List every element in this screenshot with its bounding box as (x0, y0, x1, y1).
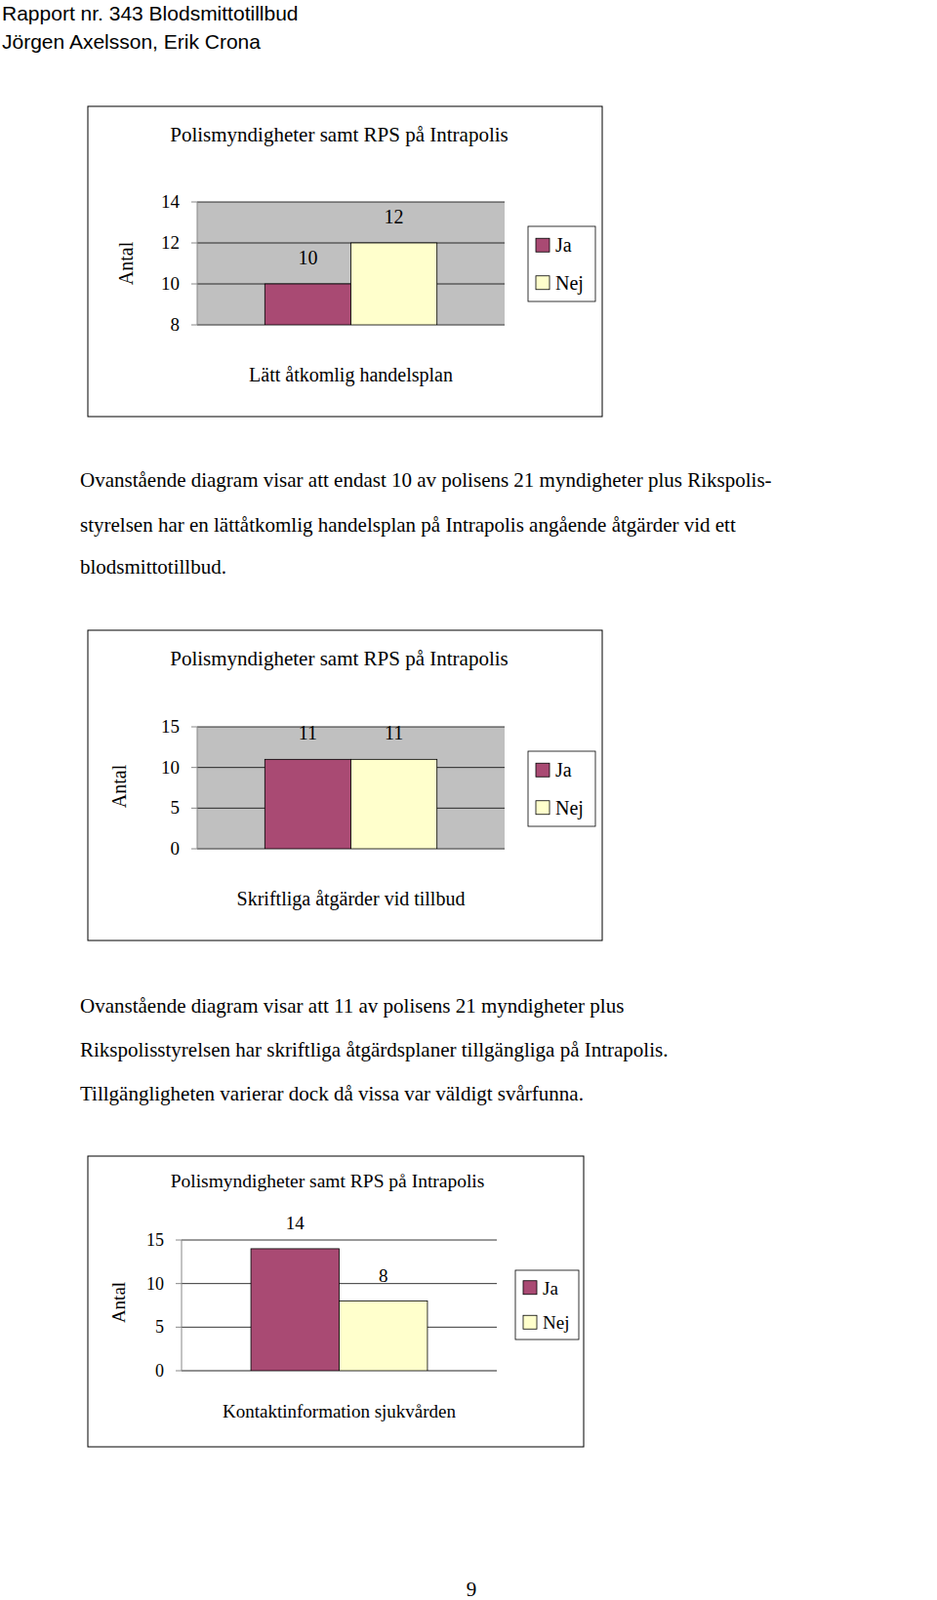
y-axis (197, 727, 199, 850)
tick-mark (191, 243, 198, 245)
axis-label: Antal (108, 1282, 129, 1324)
legend-swatch (535, 276, 550, 290)
legend-swatch (523, 1281, 537, 1296)
legend-label: Nej (542, 1312, 570, 1334)
chart-title: Polismyndigheter samt RPS på Intrapolis (169, 122, 509, 147)
tick-label: 15 (161, 716, 180, 737)
tick-mark (191, 325, 198, 326)
tick-label: 0 (170, 838, 181, 859)
bars (264, 759, 437, 850)
tick-mark (191, 849, 198, 851)
tick-mark (191, 808, 198, 810)
y-axis (181, 1240, 183, 1372)
data-label: 14 (285, 1213, 306, 1234)
bar (339, 1302, 428, 1372)
legend: Ja Nej (528, 226, 596, 302)
category-label: Lätt åtkomlig handelsplan (248, 364, 453, 387)
legend-swatch (523, 1315, 537, 1330)
header-line: Jörgen Axelsson, Erik Crona (1, 30, 261, 53)
page: Rapport nr. 343 Blodsmittotillbud Jörgen … (0, 0, 937, 1600)
legend-swatch (535, 238, 550, 252)
tick-label: 5 (170, 797, 181, 818)
chart-frame (87, 1156, 584, 1448)
legend-label: Ja (542, 1278, 559, 1300)
paragraph-line: styrelsen har en lättåtkomlig handelspla… (80, 513, 736, 537)
bar (250, 1249, 339, 1372)
paragraph-line: Rikspolisstyrelsen har skriftliga åtgärd… (80, 1038, 668, 1062)
bars (250, 1249, 428, 1372)
paragraph-line: Ovanstående diagram visar att endast 10 … (80, 468, 773, 492)
legend-frame (515, 1270, 579, 1341)
data-label: 8 (378, 1265, 389, 1287)
legend-frame (528, 226, 596, 302)
bars (264, 243, 437, 326)
plot-area (181, 1240, 497, 1372)
bar (264, 759, 351, 850)
tick-label: 15 (146, 1230, 164, 1251)
legend: Ja Nej (528, 751, 596, 827)
tick-label: 10 (161, 273, 180, 294)
legend-label: Nej (555, 272, 584, 295)
chart-frame (87, 106, 603, 417)
tick-mark (191, 727, 198, 729)
bar (264, 284, 351, 326)
legend-label: Nej (555, 797, 584, 820)
data-label: 12 (384, 205, 405, 228)
chart-title: Polismyndigheter samt RPS på Intrapolis (170, 1171, 486, 1192)
tick-label: 8 (170, 314, 181, 335)
tick-mark (175, 1371, 182, 1373)
tick-mark (175, 1283, 182, 1285)
legend-swatch (535, 763, 550, 777)
chart: Polismyndigheter samt RPS på Intrapolis 0… (87, 630, 603, 941)
tick-label: 10 (146, 1274, 164, 1295)
tick-label: 5 (155, 1317, 164, 1338)
paragraph-line: Tillgängligheten varierar dock då vissa … (80, 1082, 584, 1106)
bar (351, 243, 438, 326)
tick-label: 14 (161, 191, 181, 212)
grid-line (181, 1240, 497, 1242)
plot-area (197, 202, 505, 326)
tick-label: 12 (161, 232, 180, 253)
axis-label: Antal (108, 764, 130, 809)
legend-label: Ja (555, 234, 572, 256)
bar (351, 759, 438, 850)
legend-swatch (535, 801, 550, 815)
category-label: Skriftliga åtgärder vid tillbud (237, 888, 466, 911)
tick-mark (191, 202, 198, 204)
tick-mark (191, 284, 198, 286)
legend-frame (528, 751, 596, 827)
tick-mark (175, 1327, 182, 1329)
header-line: Rapport nr. 343 Blodsmittotillbud (1, 1, 299, 25)
tick-label: 0 (155, 1361, 164, 1382)
data-label: 11 (298, 722, 318, 744)
tick-label: 10 (161, 757, 180, 778)
page-canvas: Rapport nr. 343 Blodsmittotillbud Jörgen … (0, 0, 937, 1600)
paragraph-line: Ovanstående diagram visar att 11 av poli… (80, 994, 624, 1019)
plot-area (197, 727, 505, 850)
data-label: 11 (384, 722, 404, 744)
grid-line (197, 202, 505, 204)
axis-label: Antal (115, 241, 137, 286)
chart-title: Polismyndigheter samt RPS på Intrapolis (169, 647, 509, 671)
chart-frame (87, 630, 603, 941)
paragraph-line: blodsmittotillbud. (80, 555, 227, 579)
tick-mark (191, 767, 198, 769)
category-label: Kontaktinformation sjukvården (222, 1401, 457, 1423)
chart: Polismyndigheter samt RPS på Intrapolis 8… (87, 106, 603, 417)
legend: Ja Nej (515, 1270, 579, 1341)
tick-mark (175, 1240, 182, 1242)
data-label: 10 (297, 246, 318, 269)
y-axis (197, 202, 199, 326)
grid-line (197, 727, 505, 729)
legend-label: Ja (555, 759, 572, 781)
page-number: 9 (466, 1578, 478, 1600)
chart: Polismyndigheter samt RPS på Intrapolis 0… (87, 1156, 584, 1448)
